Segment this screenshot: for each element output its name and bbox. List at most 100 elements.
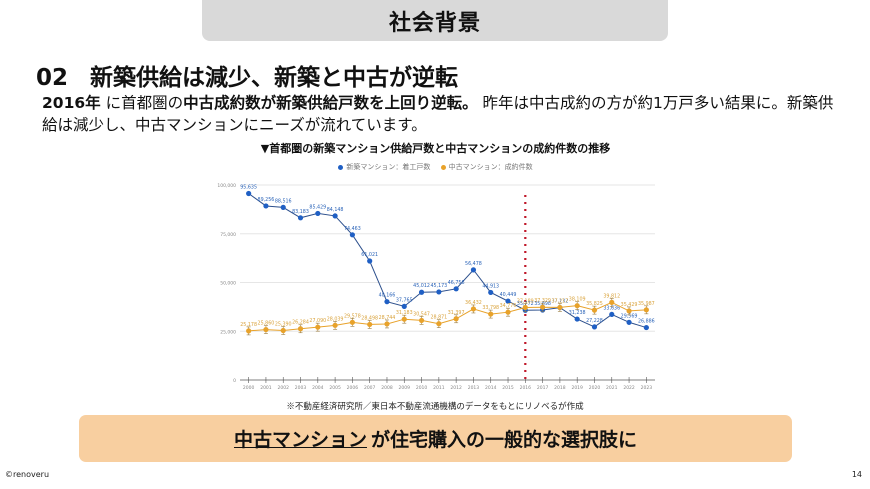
data-point-used xyxy=(436,321,442,327)
data-label-used: 31,397 xyxy=(448,310,465,316)
x-tick-label: 2011 xyxy=(433,385,445,391)
copyright: ©renoveru xyxy=(5,470,50,479)
data-point-new xyxy=(488,289,494,296)
x-tick-label: 2014 xyxy=(485,385,497,391)
data-label-used: 31,183 xyxy=(396,310,413,316)
chart-legend: 新築マンション：着工戸数 中古マンション：成約件数 xyxy=(208,162,663,172)
data-label-new: 29,569 xyxy=(621,313,638,319)
y-tick-label: 50,000 xyxy=(220,281,236,287)
data-point-new xyxy=(470,267,477,273)
x-tick-label: 2000 xyxy=(243,385,255,391)
data-point-used xyxy=(315,324,321,330)
data-point-new xyxy=(246,190,252,197)
chart-title: ▼首都圏の新築マンション供給戸数と中古マンションの成約件数の推移 xyxy=(260,142,611,155)
x-tick-label: 2010 xyxy=(416,385,428,391)
page-number: 14 xyxy=(851,470,862,479)
data-point-new xyxy=(315,210,321,217)
data-point-new xyxy=(384,299,390,305)
callout-banner: 中古マンション が住宅購入の一般的な選択肢に xyxy=(79,415,792,462)
data-label-new: 37,765 xyxy=(396,297,413,303)
data-label-used: 35,987 xyxy=(638,301,655,307)
x-tick-label: 2003 xyxy=(295,385,307,391)
data-point-new xyxy=(401,303,407,309)
data-point-new xyxy=(349,232,355,238)
data-label-new: 26,886 xyxy=(638,319,655,325)
data-point-new xyxy=(505,298,511,304)
source-note: ※不動産経済研究所／東日本不動産流通機構のデータをもとにリノベるが作成 xyxy=(286,402,584,412)
x-tick-label: 2016 xyxy=(520,385,532,391)
data-label-new: 61,021 xyxy=(361,252,378,258)
data-label-used: 37,189 xyxy=(517,298,534,304)
x-tick-label: 2007 xyxy=(364,385,376,391)
legend-item-new: 新築マンション：着工戸数 xyxy=(338,163,430,171)
legend-label-used: 中古マンション：成約件数 xyxy=(448,163,533,171)
data-point-used xyxy=(384,321,390,327)
data-label-new: 37,132 xyxy=(551,299,568,305)
data-label-used: 25,390 xyxy=(275,321,292,327)
x-tick-label: 2021 xyxy=(606,385,618,391)
data-point-used xyxy=(505,309,511,315)
data-label-new: 56,478 xyxy=(465,261,482,267)
x-tick-label: 2019 xyxy=(571,385,583,391)
line-chart: 0 25,000 50,000 75,000 100,000 2000 2001 2002 20… xyxy=(217,183,655,391)
x-tick-label: 2017 xyxy=(537,385,549,391)
x-tick-label: 2001 xyxy=(260,385,272,391)
data-label-new: 40,449 xyxy=(500,292,517,298)
data-point-new xyxy=(591,324,598,330)
data-label-used: 38,109 xyxy=(569,297,586,303)
data-label-used: 34,776 xyxy=(500,303,517,309)
legend-dot-used-icon xyxy=(440,164,446,170)
callout-text: が住宅購入の一般的な選択肢に xyxy=(371,429,638,451)
data-point-used xyxy=(332,322,338,328)
data-point-new xyxy=(280,204,286,210)
data-point-used xyxy=(591,307,598,313)
data-point-used xyxy=(418,317,425,324)
x-tick-label: 2008 xyxy=(381,385,393,391)
data-point-new xyxy=(418,289,425,295)
data-label-used: 28,871 xyxy=(430,315,447,321)
data-label-used: 25,860 xyxy=(258,321,275,327)
x-tick-label: 2006 xyxy=(347,385,359,391)
data-point-used xyxy=(453,316,459,322)
data-point-new xyxy=(574,316,580,322)
data-point-new xyxy=(643,324,649,331)
data-point-used xyxy=(574,303,580,309)
lead-year: 2016年 xyxy=(42,94,101,112)
data-point-used xyxy=(488,311,494,317)
data-label-new: 44,913 xyxy=(482,283,499,289)
section-header: 社会背景 xyxy=(202,0,668,41)
data-point-used xyxy=(522,304,528,311)
data-label-used: 35,429 xyxy=(621,302,638,308)
data-label-used: 35,825 xyxy=(586,301,603,307)
data-point-used xyxy=(263,326,269,333)
data-label-new: 83,183 xyxy=(292,209,309,215)
x-tick-label: 2020 xyxy=(589,385,601,391)
x-tick-label: 2023 xyxy=(641,385,653,391)
data-label-used: 28,039 xyxy=(327,316,344,322)
data-label-new: 46,756 xyxy=(448,280,465,286)
data-label-used: 28,498 xyxy=(361,315,378,321)
y-tick-label: 25,000 xyxy=(220,329,236,335)
section-title: 社会背景 xyxy=(388,10,481,36)
legend-dot-new-icon xyxy=(338,164,344,170)
x-tick-label: 2013 xyxy=(468,385,480,391)
data-point-new xyxy=(626,319,632,325)
data-point-used xyxy=(609,299,615,305)
data-point-used xyxy=(557,304,563,311)
data-point-used xyxy=(401,316,407,322)
data-label-new: 85,429 xyxy=(309,204,326,210)
data-label-used: 37,217 xyxy=(551,298,568,304)
data-label-used: 28,744 xyxy=(379,315,396,321)
data-label-new: 27,228 xyxy=(586,318,603,324)
data-point-used xyxy=(297,326,304,332)
data-label-used: 25,178 xyxy=(240,322,257,328)
data-label-new: 74,463 xyxy=(344,226,361,232)
data-label-new: 33,636 xyxy=(603,305,620,311)
lead-text-1: に首都圏の xyxy=(100,94,184,112)
data-label-used: 33,798 xyxy=(482,305,499,311)
data-point-used xyxy=(470,306,477,312)
data-label-used: 27,090 xyxy=(309,318,326,324)
data-label-used: 37,329 xyxy=(534,298,551,304)
data-label-used: 29,578 xyxy=(344,313,361,319)
legend-label-new: 新築マンション：着工戸数 xyxy=(346,163,431,171)
